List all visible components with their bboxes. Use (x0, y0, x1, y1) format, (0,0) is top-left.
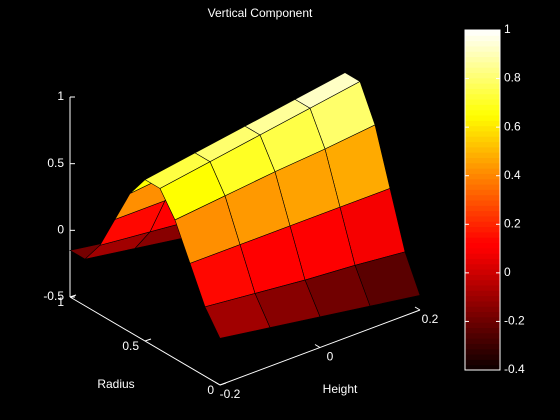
colorbar-cell (465, 184, 500, 190)
colorbar-cell (465, 215, 500, 222)
colorbar-cell (465, 120, 500, 127)
colorbar-cell (465, 322, 500, 328)
colorbar-tick-label: 0.4 (504, 168, 521, 182)
colorbar-cell (465, 173, 500, 180)
colorbar-cell (465, 285, 500, 291)
colorbar-cell (465, 162, 500, 169)
colorbar-cell (465, 51, 500, 58)
z-tick-label: 0 (57, 223, 64, 237)
colorbar-cell (465, 247, 500, 254)
colorbar-cell (465, 316, 500, 323)
colorbar-cell (465, 109, 500, 116)
colorbar-cell (465, 332, 500, 339)
colorbar-cell (465, 146, 500, 153)
colorbar-cell (465, 364, 500, 371)
x-axis-label: Height (323, 382, 358, 396)
colorbar-cell (465, 30, 500, 36)
colorbar-tick-label: -0.4 (504, 362, 525, 376)
colorbar-cell (465, 130, 500, 137)
colorbar-cell (465, 152, 500, 158)
colorbar-cell (465, 327, 500, 334)
colorbar-cell (465, 77, 500, 84)
colorbar-frame (464, 29, 501, 371)
colorbar-cell (465, 295, 500, 302)
z-tick-label: 1 (57, 89, 64, 103)
colorbar-tick-label: 0.6 (504, 119, 521, 133)
x-tick-label: 0.2 (422, 312, 439, 326)
colorbar-tick-label: 0.8 (504, 71, 521, 85)
colorbar-cell (465, 56, 500, 63)
surface-patch (204, 293, 271, 339)
colorbar-cell (465, 67, 500, 73)
colorbar-cell (465, 359, 500, 366)
colorbar-tick-label: 1 (504, 22, 511, 36)
colorbar-cell (465, 343, 500, 350)
colorbar-cell (465, 311, 500, 318)
colorbar-cell (465, 221, 500, 228)
colorbar-tick-label: 0 (504, 265, 511, 279)
colorbar-cell (465, 263, 500, 270)
colorbar-cell (465, 200, 500, 206)
colorbar-cell (465, 93, 500, 100)
x-tick (214, 381, 221, 386)
colorbar-cell (465, 231, 500, 238)
colorbar-cell (465, 354, 500, 360)
colorbar-cell (465, 269, 500, 275)
colorbar-cell (465, 258, 500, 265)
y-axis-label: Radius (97, 377, 134, 391)
colorbar-cell (465, 45, 500, 52)
colorbar-cell (465, 72, 500, 79)
x-tick (414, 306, 421, 311)
colorbar-cell (465, 226, 500, 233)
colorbar-cell (465, 300, 500, 307)
colorbar-cell (465, 83, 500, 89)
colorbar-cell (465, 35, 500, 42)
x-tick-label: -0.2 (220, 387, 241, 401)
x-tick-label: 0 (327, 350, 334, 364)
colorbar-tick-label: 0.2 (504, 216, 521, 230)
y-tick (219, 382, 227, 386)
colorbar-cell (465, 194, 500, 201)
colorbar-cell (465, 99, 500, 105)
colorbar-cell (465, 205, 500, 212)
colorbar-cell (465, 237, 500, 243)
colorbar-cell (465, 61, 500, 68)
colorbar-cell (465, 136, 500, 143)
y-tick-label: 0 (207, 383, 214, 397)
colorbar-cell (465, 242, 500, 249)
colorbar-cell (465, 189, 500, 196)
colorbar-cell (465, 157, 500, 164)
colorbar-cell (465, 141, 500, 148)
colorbar-cell (465, 279, 500, 286)
y-tick-label: 0.5 (122, 339, 139, 353)
chart-title: Vertical Component (208, 6, 313, 20)
z-tick-label: -0.5 (43, 289, 64, 303)
colorbar-cell (465, 210, 500, 217)
colorbar-cell (465, 88, 500, 95)
y-tick (144, 338, 152, 342)
colorbar-cell (465, 290, 500, 297)
colorbar-cell (465, 168, 500, 174)
colorbar-tick-label: -0.2 (504, 314, 525, 328)
colorbar-cell (465, 306, 500, 313)
colorbar-cell (465, 115, 500, 121)
x-tick (314, 344, 321, 348)
colorbar-cell (465, 338, 500, 344)
colorbar-cell (465, 274, 500, 281)
y-tick-label: 1 (57, 295, 64, 309)
colorbar-cell (465, 104, 500, 111)
y-tick (69, 294, 77, 298)
colorbar-cell (465, 40, 500, 47)
colorbar-cell (465, 348, 500, 355)
z-tick-label: 0.5 (47, 156, 64, 170)
colorbar-cell (465, 125, 500, 132)
colorbar-cell (465, 253, 500, 259)
colorbar-cell (465, 178, 500, 185)
